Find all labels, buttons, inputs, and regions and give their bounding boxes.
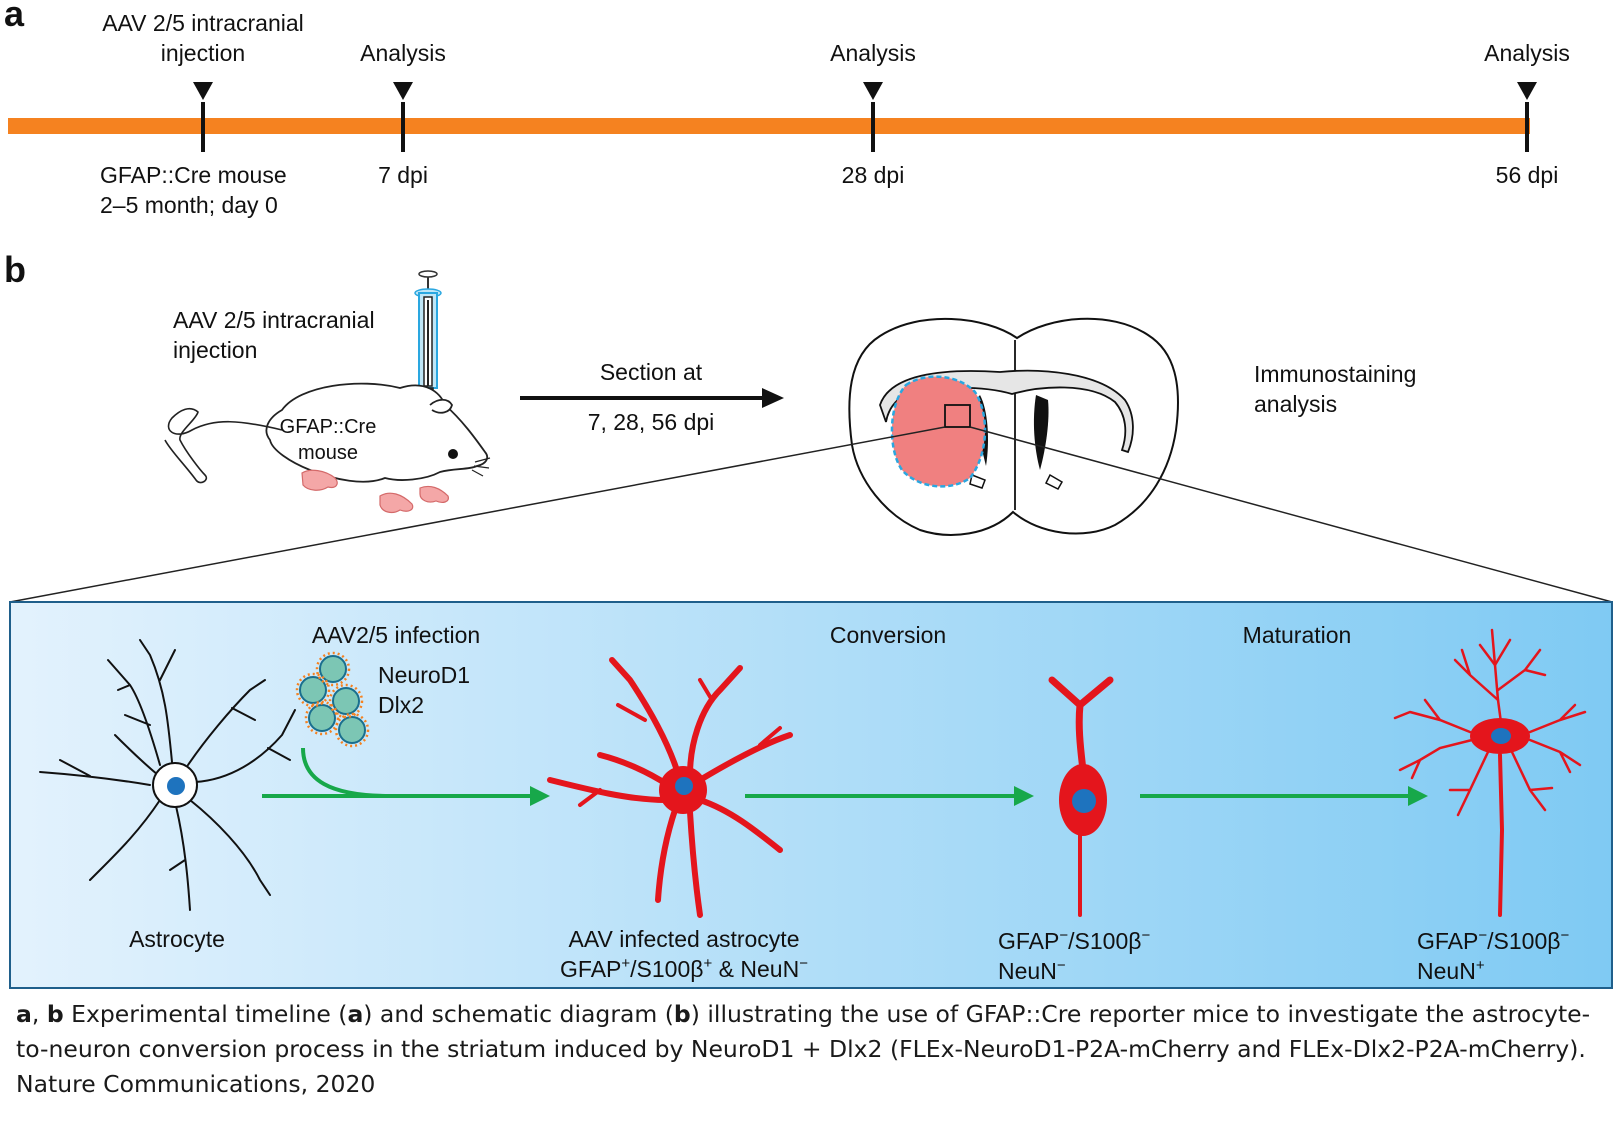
nucleus-icon	[167, 777, 185, 795]
virus-gene-label: Dlx2	[378, 692, 424, 718]
panel-b-letter: b	[4, 249, 26, 290]
tick-label-28dpi: 28 dpi	[842, 162, 905, 188]
panel-a-letter: a	[4, 0, 25, 34]
mouse-label: mouse	[298, 442, 358, 464]
arrow-down-icon	[1517, 82, 1537, 100]
virus-particles	[295, 651, 370, 748]
nucleus-icon	[675, 777, 693, 795]
maturation-label: Maturation	[1243, 622, 1352, 648]
conversion-label: Conversion	[830, 622, 946, 648]
caption-text: Experimental timeline (	[63, 1000, 348, 1028]
mature-marker-label: GFAP−/S100β−	[1417, 927, 1569, 954]
zoom-box	[944, 404, 971, 428]
virus-gene-label: NeuroD1	[378, 662, 470, 688]
mouse-feet	[301, 469, 449, 514]
mouse-eye	[448, 449, 458, 459]
caption-text: ) and schematic diagram (	[363, 1000, 674, 1028]
caption-panel-ref: a	[347, 1000, 364, 1028]
caption-text: ,	[31, 1000, 47, 1028]
analysis-label-56dpi: Analysis	[1484, 40, 1570, 66]
converting-marker-label: NeuN−	[998, 957, 1066, 984]
tick-label-7dpi: 7 dpi	[378, 162, 428, 188]
section-days: 7, 28, 56 dpi	[588, 409, 715, 435]
caption-panel-ref: a	[16, 1000, 32, 1028]
astrocyte-icon	[39, 639, 296, 911]
day0-label: GFAP::Cre mouse	[100, 162, 287, 188]
arrow-down-icon	[193, 82, 213, 100]
converting-marker-label: GFAP−/S100β−	[998, 927, 1150, 954]
immuno-label: Immunostaining	[1254, 361, 1416, 387]
analysis-label-7dpi: Analysis	[360, 40, 446, 66]
infected-astrocyte-icon	[547, 657, 793, 918]
mature-marker-label: NeuN+	[1417, 957, 1485, 984]
arrow-right-icon	[1014, 786, 1034, 806]
arrow-down-icon	[393, 82, 413, 100]
brain-section	[848, 317, 1179, 536]
figure-caption: a, b Experimental timeline (a) and schem…	[16, 997, 1596, 1102]
arrow-right-icon	[1408, 786, 1428, 806]
zoom-line-right	[969, 426, 1613, 603]
nucleus-icon	[1072, 789, 1096, 813]
mouse-label: GFAP::Cre	[280, 416, 377, 438]
figure-canvas: a AAV 2/5 intracranial injection Analysi…	[4, 0, 1613, 989]
injection-label: AAV 2/5 intracranial	[102, 10, 304, 36]
caption-text: ) illustrating the use of GFAP::Cre repo…	[16, 1000, 1591, 1098]
timeline-bar	[8, 118, 1530, 134]
arrow-right-icon	[530, 786, 550, 806]
infected-marker-label: GFAP+/S100β+ & NeuN−	[560, 955, 808, 982]
injection-label: injection	[161, 40, 245, 66]
arrow-down-icon	[863, 82, 883, 100]
infection-label: AAV2/5 infection	[312, 622, 480, 648]
infected-label: AAV infected astrocyte	[569, 926, 800, 952]
immuno-label: analysis	[1254, 391, 1337, 417]
section-label: Section at	[600, 359, 703, 385]
arrow-right-icon	[762, 388, 784, 408]
day0-label: 2–5 month; day 0	[100, 192, 278, 218]
injection-label-b: injection	[173, 337, 257, 363]
mature-neuron-icon	[1393, 628, 1587, 917]
zoom-line-left	[9, 426, 946, 603]
striatum-region	[890, 375, 987, 488]
astrocyte-label: Astrocyte	[129, 926, 225, 952]
nucleus-icon	[1491, 728, 1511, 744]
analysis-label-28dpi: Analysis	[830, 40, 916, 66]
tick-label-56dpi: 56 dpi	[1496, 162, 1559, 188]
injection-label-b: AAV 2/5 intracranial	[173, 307, 375, 333]
converting-neuron-icon	[1048, 676, 1114, 917]
caption-panel-ref: b	[46, 1000, 64, 1028]
mouse-icon	[164, 382, 491, 484]
caption-panel-ref: b	[673, 1000, 691, 1028]
